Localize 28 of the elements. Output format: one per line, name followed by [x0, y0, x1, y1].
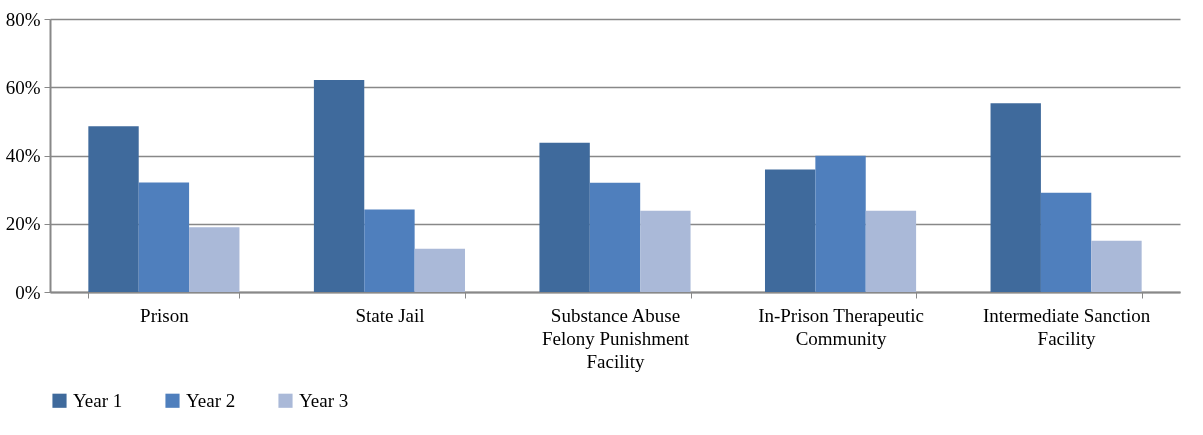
legend-label: Year 3 — [299, 389, 349, 411]
legend-label: Year 1 — [73, 389, 123, 411]
bar — [865, 210, 917, 292]
bar — [414, 248, 466, 292]
bar — [1040, 192, 1092, 292]
x-tick-label: Substance Abuse Felony Punishment Facility — [541, 304, 690, 372]
bar — [1091, 240, 1142, 292]
x-tick-label: Prison — [140, 304, 190, 326]
y-tick-label: 40% — [5, 145, 41, 166]
bar — [990, 103, 1041, 292]
bar — [815, 155, 866, 292]
bar — [313, 80, 365, 292]
bar — [189, 227, 240, 292]
bar — [364, 209, 415, 292]
bar — [764, 169, 816, 292]
bar — [88, 126, 139, 292]
bar — [138, 182, 190, 292]
x-tick-label: Intermediate Sanction Facility — [982, 304, 1151, 349]
y-tick-label: 20% — [5, 213, 41, 235]
y-tick-label: 80% — [5, 8, 41, 30]
bar — [539, 142, 590, 292]
x-tick-label: In-Prison Therapeutic Community — [758, 304, 924, 349]
bar — [589, 182, 641, 292]
y-tick-label: 0% — [15, 281, 41, 303]
y-tick-label: 60% — [5, 76, 41, 98]
legend-label: Year 2 — [186, 389, 236, 411]
x-tick-label: State Jail — [355, 304, 425, 326]
bar — [640, 210, 691, 292]
